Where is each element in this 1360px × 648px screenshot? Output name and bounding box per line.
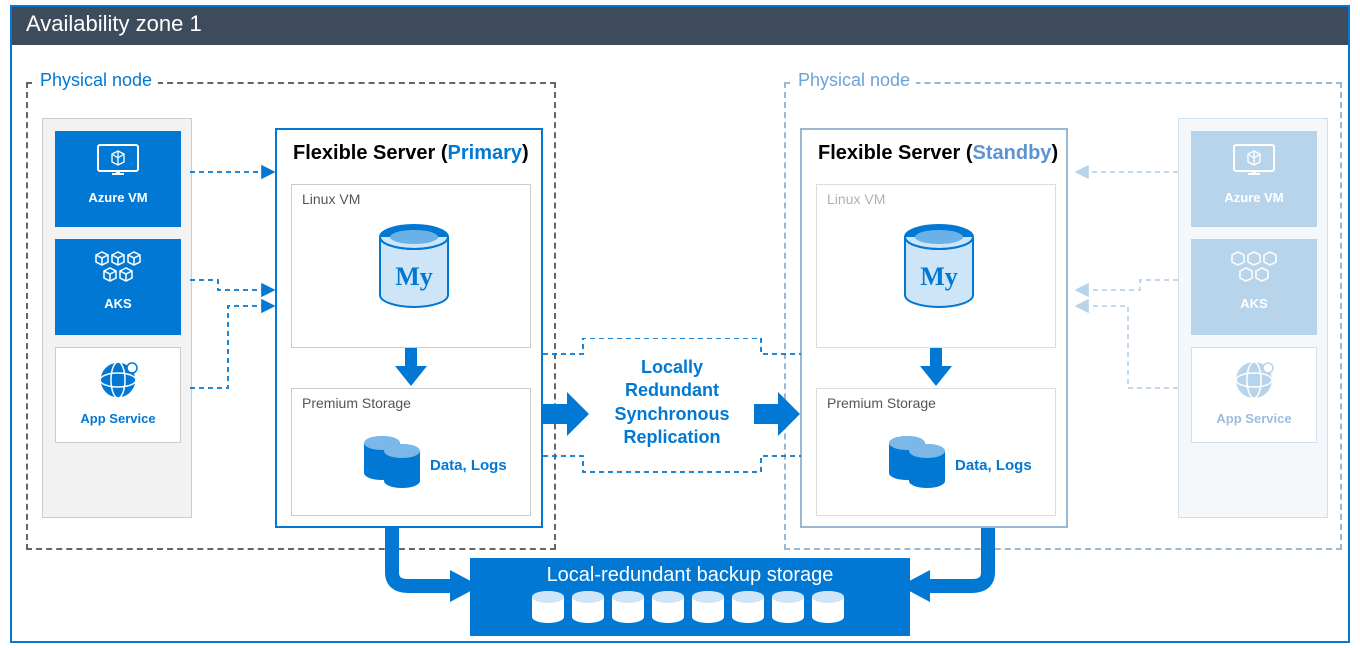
vm-icon — [94, 141, 142, 181]
linux-vm-standby-label: Linux VM — [827, 191, 885, 207]
svg-text:My: My — [920, 262, 958, 291]
app-service-icon — [94, 356, 142, 404]
linux-vm-primary: Linux VM My — [291, 184, 531, 348]
zone-title: Availability zone 1 — [26, 11, 202, 36]
premium-storage-standby-label: Premium Storage — [827, 395, 936, 411]
flexible-server-standby: Flexible Server (Standby) Linux VM My Pr… — [800, 128, 1068, 528]
aks-faded-label: AKS — [1191, 296, 1317, 311]
app-service-tile: App Service — [55, 347, 181, 443]
azure-vm-faded-label: Azure VM — [1191, 190, 1317, 205]
app-service-tile-faded: App Service — [1191, 347, 1317, 443]
aks-icon — [88, 247, 148, 291]
physical-node-standby-label: Physical node — [792, 70, 916, 91]
svg-text:My: My — [395, 262, 433, 291]
aks-icon-faded — [1224, 247, 1284, 291]
azure-vm-label: Azure VM — [55, 190, 181, 205]
primary-to-backup-arrow — [380, 528, 480, 608]
premium-storage-label: Premium Storage — [302, 395, 411, 411]
vm-to-storage-arrow-standby — [916, 348, 956, 388]
client-to-server-arrows — [190, 120, 280, 460]
flexible-server-primary: Flexible Server (Primary) Linux VM My Pr… — [275, 128, 543, 528]
aks-label: AKS — [55, 296, 181, 311]
fs-standby-title: Flexible Server (Standby) — [818, 142, 1058, 165]
replication-label: Locally Redundant Synchronous Replicatio… — [592, 356, 752, 450]
storage-icon — [362, 433, 422, 489]
client-stack-standby: Azure VM AKS App Service — [1178, 118, 1328, 518]
mysql-icon: My — [374, 223, 454, 323]
aks-tile-faded: AKS — [1191, 239, 1317, 335]
data-logs-standby-label: Data, Logs — [955, 457, 1032, 474]
backup-label: Local-redundant backup storage — [470, 558, 910, 587]
replication-arrow-left — [543, 392, 589, 436]
backup-cylinders-icon — [530, 589, 850, 629]
physical-node-primary-label: Physical node — [34, 70, 158, 91]
client-to-server-arrows-faded — [1068, 120, 1178, 460]
client-stack-primary: Azure VM AKS App Service — [42, 118, 192, 518]
vm-icon-faded — [1230, 141, 1278, 181]
premium-storage-primary: Premium Storage Data, Logs — [291, 388, 531, 516]
aks-tile: AKS — [55, 239, 181, 335]
data-logs-label: Data, Logs — [430, 457, 507, 474]
standby-to-backup-arrow — [900, 528, 1000, 608]
vm-to-storage-arrow — [391, 348, 431, 388]
app-service-label: App Service — [56, 411, 180, 426]
azure-vm-tile-faded: Azure VM — [1191, 131, 1317, 227]
linux-vm-label: Linux VM — [302, 191, 360, 207]
storage-icon-standby — [887, 433, 947, 489]
premium-storage-standby: Premium Storage Data, Logs — [816, 388, 1056, 516]
fs-primary-title: Flexible Server (Primary) — [293, 142, 529, 165]
replication-arrow-right — [754, 392, 800, 436]
backup-storage: Local-redundant backup storage — [470, 558, 910, 636]
app-service-faded-label: App Service — [1192, 411, 1316, 426]
azure-vm-tile: Azure VM — [55, 131, 181, 227]
app-service-icon-faded — [1230, 356, 1278, 404]
linux-vm-standby: Linux VM My — [816, 184, 1056, 348]
mysql-icon-standby: My — [899, 223, 979, 323]
zone-header: Availability zone 1 — [12, 7, 1348, 45]
